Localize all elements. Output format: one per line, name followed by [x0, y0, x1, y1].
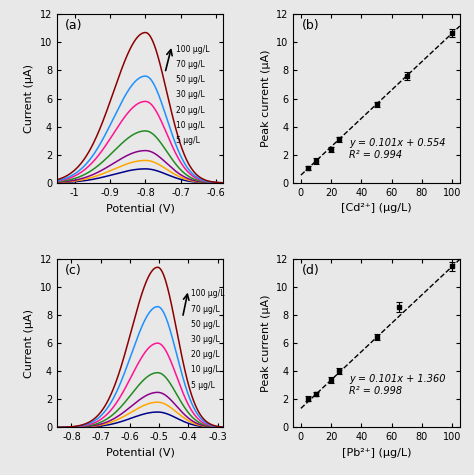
Text: 100 μg/L: 100 μg/L — [191, 289, 225, 298]
Text: 5 μg/L: 5 μg/L — [175, 136, 200, 145]
X-axis label: [Cd²⁺] (μg/L): [Cd²⁺] (μg/L) — [341, 203, 412, 213]
Text: (a): (a) — [65, 19, 82, 32]
X-axis label: [Pb²⁺] (μg/L): [Pb²⁺] (μg/L) — [342, 448, 411, 458]
Y-axis label: Current (μA): Current (μA) — [24, 309, 34, 378]
Text: 30 μg/L: 30 μg/L — [191, 335, 220, 344]
Text: (c): (c) — [65, 264, 82, 277]
Text: y = 0.101x + 1.360
R² = 0.998: y = 0.101x + 1.360 R² = 0.998 — [349, 374, 446, 396]
Text: 30 μg/L: 30 μg/L — [175, 90, 204, 99]
Text: y = 0.101x + 0.554
R² = 0.994: y = 0.101x + 0.554 R² = 0.994 — [349, 138, 446, 160]
Text: 50 μg/L: 50 μg/L — [191, 320, 220, 329]
Text: (d): (d) — [301, 264, 319, 277]
Text: 70 μg/L: 70 μg/L — [175, 60, 204, 69]
Text: 10 μg/L: 10 μg/L — [175, 121, 204, 130]
Text: 20 μg/L: 20 μg/L — [191, 350, 220, 359]
Text: (b): (b) — [301, 19, 319, 32]
Text: 20 μg/L: 20 μg/L — [175, 105, 204, 114]
X-axis label: Potential (V): Potential (V) — [106, 203, 174, 213]
X-axis label: Potential (V): Potential (V) — [106, 448, 174, 458]
Y-axis label: Current (μA): Current (μA) — [24, 64, 34, 133]
Text: 50 μg/L: 50 μg/L — [175, 75, 204, 84]
Text: 100 μg/L: 100 μg/L — [175, 45, 209, 54]
Text: 10 μg/L: 10 μg/L — [191, 365, 220, 374]
Y-axis label: Peak current (μA): Peak current (μA) — [261, 294, 271, 392]
Y-axis label: Peak current (μA): Peak current (μA) — [261, 50, 271, 147]
Text: 5 μg/L: 5 μg/L — [191, 380, 215, 390]
Text: 70 μg/L: 70 μg/L — [191, 304, 220, 314]
